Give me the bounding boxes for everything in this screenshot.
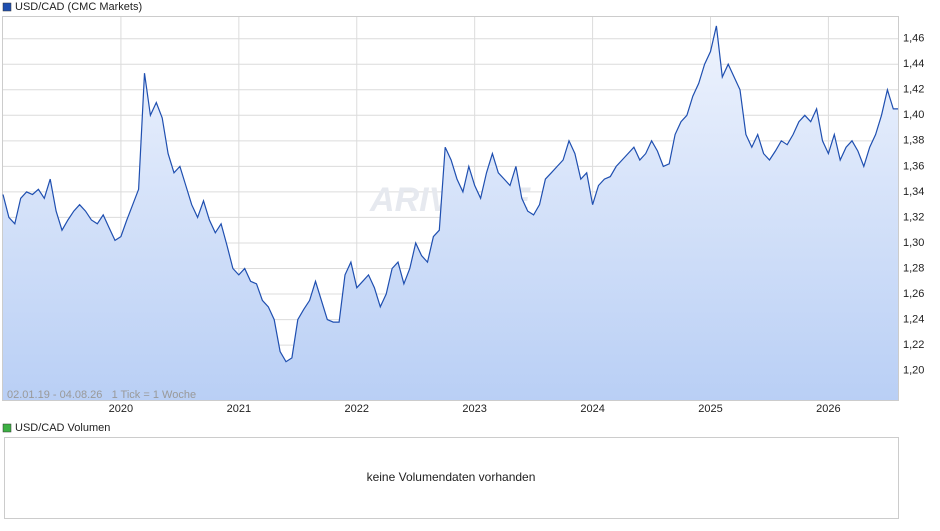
x-tick-label: 2022 [345,403,369,415]
y-tick-label: 1,34 [903,186,924,198]
x-tick-label: 2025 [698,403,722,415]
volume-title: USD/CAD Volumen [15,422,110,434]
x-tick-label: 2020 [109,403,133,415]
price-line [2,25,898,363]
y-tick-label: 1,38 [903,135,924,147]
y-tick-label: 1,30 [903,237,924,249]
range-note: 02.01.19 - 04.08.26 1 Tick = 1 Woche [7,389,196,401]
y-tick-label: 1,32 [903,211,924,223]
legend-swatch [2,2,12,12]
volume-swatch [2,423,12,433]
x-tick-label: 2026 [816,403,840,415]
volume-message: keine Volumendaten vorhanden [367,470,536,484]
x-tick-label: 2023 [462,403,486,415]
area [3,25,898,401]
y-tick-label: 1,44 [903,58,924,70]
y-tick-label: 1,26 [903,288,924,300]
y-tick-label: 1,20 [903,365,924,377]
y-tick-label: 1,22 [903,339,924,351]
plot-frame [2,16,899,401]
chart-title: USD/CAD (CMC Markets) [15,1,142,13]
y-tick-label: 1,40 [903,109,924,121]
y-tick-label: 1,46 [903,33,924,45]
y-tick-label: 1,28 [903,262,924,274]
y-tick-label: 1,42 [903,84,924,96]
y-tick-label: 1,36 [903,160,924,172]
y-tick-label: 1,24 [903,313,924,325]
volume-frame [4,437,899,519]
x-tick-label: 2021 [227,403,251,415]
x-tick-label: 2024 [580,403,604,415]
